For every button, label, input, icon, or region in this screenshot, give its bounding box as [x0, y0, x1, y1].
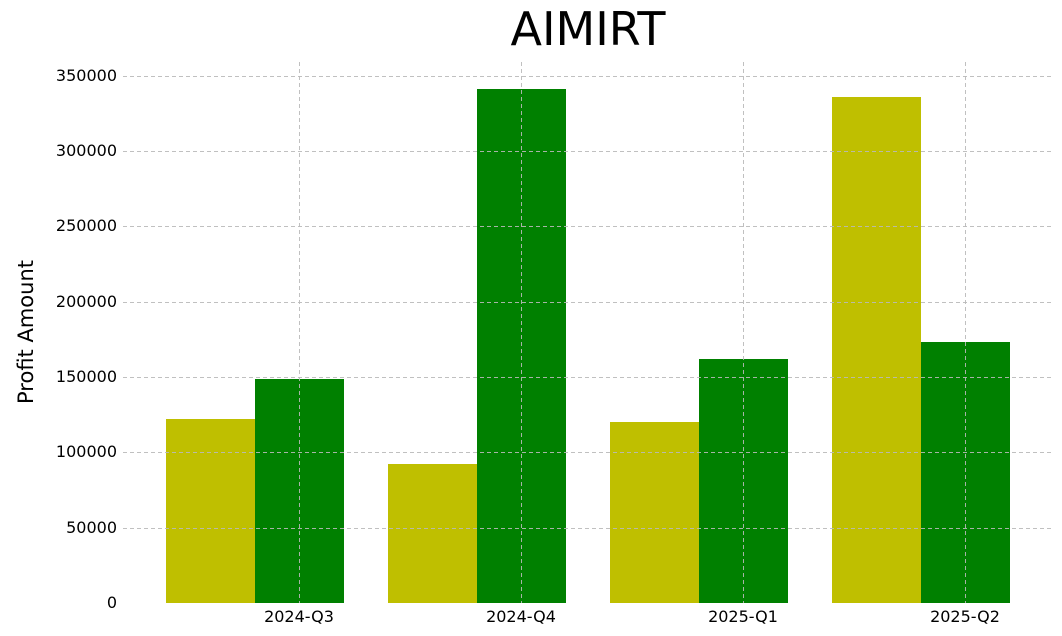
bar-2024-Q3-yellow-series	[165, 419, 255, 603]
bar-2024-Q4-green-series	[476, 89, 566, 603]
y-tick-label-0: 0	[106, 593, 117, 612]
x-tick-label-2025-Q2: 2025-Q2	[930, 607, 1000, 626]
bar-2025-Q1-green-series	[698, 358, 788, 603]
bar-2024-Q3-green-series	[254, 378, 344, 603]
chart-plot-area	[123, 62, 1053, 603]
y-tick-label-50000: 50000	[66, 517, 117, 537]
bar-2025-Q2-green-series	[920, 342, 1010, 603]
x-tick-label-2024-Q3: 2024-Q3	[264, 607, 334, 626]
y-tick-label-200000: 200000	[55, 291, 117, 311]
y-tick-label-100000: 100000	[55, 442, 117, 462]
y-tick-label-150000: 150000	[55, 367, 117, 386]
bar-2024-Q4-yellow-series	[387, 464, 477, 603]
bar-2025-Q1-yellow-series	[609, 422, 699, 603]
gridline-horizontal-350000	[123, 75, 1053, 77]
x-tick-label-2025-Q1: 2025-Q1	[708, 607, 778, 626]
y-tick-label-300000: 300000	[55, 140, 117, 160]
x-tick-label-2024-Q4: 2024-Q4	[486, 607, 556, 626]
bar-2025-Q2-yellow-series	[831, 96, 921, 603]
y-tick-label-250000: 250000	[55, 216, 117, 236]
y-tick-label-350000: 350000	[55, 65, 117, 85]
chart-title: AIMIRT	[510, 2, 666, 56]
